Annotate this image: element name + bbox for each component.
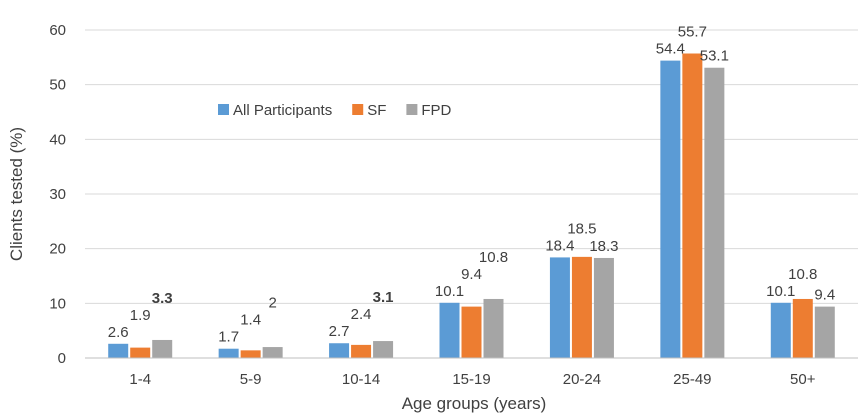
data-label: 2.4: [351, 306, 372, 323]
bar: [108, 343, 129, 358]
bar: [704, 67, 725, 358]
y-tick-label: 50: [49, 77, 66, 94]
bar: [218, 348, 239, 358]
x-tick-label: 50+: [790, 371, 816, 388]
legend-swatch: [218, 104, 229, 115]
bars: [108, 53, 835, 359]
data-label: 1.9: [130, 307, 151, 324]
x-tick-label: 20-24: [563, 371, 601, 388]
y-tick-label: 0: [58, 350, 66, 367]
data-label: 2: [268, 295, 276, 312]
bar: [814, 306, 835, 358]
data-labels: 2.61.93.31.71.422.72.43.1 10.19.410.818.4…: [108, 24, 835, 346]
bar: [461, 306, 482, 358]
data-label: 10.1: [766, 283, 795, 300]
x-tick-label: 15-19: [452, 371, 490, 388]
bar: [593, 257, 614, 358]
data-label: 54.4: [656, 41, 685, 58]
y-axis-title: Clients tested (%): [7, 127, 26, 261]
data-label: 3.1: [373, 289, 394, 306]
data-label: 10.8: [479, 249, 508, 266]
data-label: 9.4: [814, 287, 835, 304]
bar: [351, 344, 372, 358]
y-tick-label: 20: [49, 241, 66, 258]
data-label: 18.4: [545, 237, 574, 254]
y-tick-label: 40: [49, 131, 66, 148]
bar: [130, 347, 151, 358]
bar: [373, 341, 394, 358]
data-label: 18.3: [589, 238, 618, 255]
legend-label: All Participants: [233, 102, 332, 119]
data-label: 55.7: [678, 24, 707, 41]
data-label: 1.7: [218, 329, 239, 346]
bar: [262, 347, 283, 358]
legend-label: FPD: [421, 102, 451, 119]
x-axis-ticks: 1-4 5-9 10-14 15-19 20-24 25-49 50+: [129, 371, 815, 388]
x-tick-label: 25-49: [673, 371, 711, 388]
bar: [439, 302, 460, 358]
data-label: 10.1: [435, 283, 464, 300]
bar: [682, 53, 703, 359]
legend: All Participants SF FPD: [218, 102, 452, 119]
data-label: 18.5: [567, 220, 596, 237]
bar: [770, 302, 791, 358]
x-tick-label: 1-4: [129, 371, 151, 388]
bar: [792, 298, 813, 358]
bar: [240, 350, 261, 358]
data-label: 9.4: [461, 266, 482, 283]
legend-swatch: [406, 104, 418, 115]
y-axis-ticks: 0 10 20 30 40 50 60: [49, 22, 66, 367]
y-tick-label: 10: [49, 295, 66, 312]
bar: [571, 256, 592, 358]
x-tick-label: 10-14: [342, 371, 380, 388]
data-label: 53.1: [700, 48, 729, 65]
bar: [483, 298, 504, 358]
legend-label: SF: [367, 102, 386, 119]
bar: [152, 339, 173, 358]
y-tick-label: 30: [49, 186, 66, 203]
x-tick-label: 5-9: [240, 371, 262, 388]
bar: [329, 343, 350, 358]
data-label: 10.8: [788, 266, 817, 283]
data-label: 3.3: [152, 290, 173, 307]
data-label: 1.4: [240, 312, 261, 329]
bar: [660, 60, 681, 358]
data-label: 2.7: [329, 323, 350, 340]
legend-swatch: [352, 104, 364, 115]
gridlines: [85, 29, 858, 304]
data-label: 2.6: [108, 324, 129, 341]
bar: [549, 257, 570, 358]
x-axis-title: Age groups (years): [402, 394, 547, 413]
y-tick-label: 60: [49, 22, 66, 39]
